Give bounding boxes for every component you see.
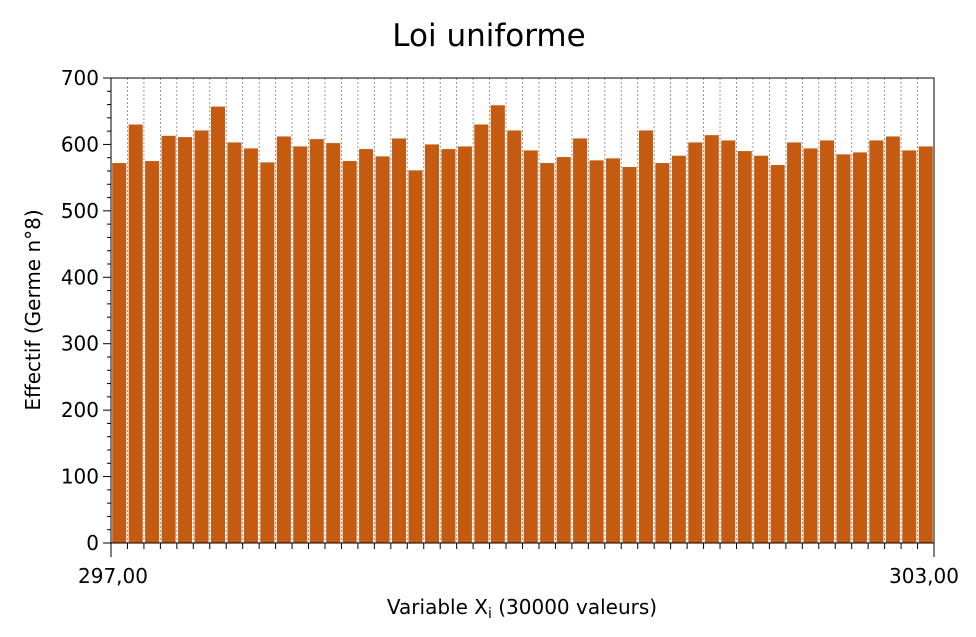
bar [836, 154, 851, 543]
y-tick-label: 500 [61, 199, 99, 223]
bar [523, 150, 538, 543]
bar [589, 160, 604, 543]
bar [392, 138, 407, 543]
bar [161, 135, 176, 544]
bar [260, 162, 275, 543]
bar [112, 163, 127, 543]
bar [885, 136, 900, 543]
bar [803, 148, 818, 543]
bar [178, 137, 193, 543]
x-axis-label-rest: (30000 valeurs) [492, 595, 657, 619]
bar [210, 106, 226, 544]
bar [243, 148, 258, 543]
bar [918, 146, 933, 543]
bar [688, 142, 703, 543]
bar [424, 144, 439, 543]
bar [474, 124, 489, 543]
bar [573, 138, 588, 543]
bar [671, 155, 686, 543]
bar [655, 163, 670, 543]
bar [606, 158, 621, 543]
grid-lines [127, 78, 918, 543]
bar [128, 124, 143, 543]
bars [112, 105, 933, 544]
bar [754, 155, 769, 543]
bar [375, 156, 390, 543]
x-tick-label-end: 303,00 [889, 564, 959, 588]
y-tick-label: 600 [61, 132, 99, 156]
bar [869, 140, 884, 543]
bar [638, 130, 653, 543]
y-tick-label: 700 [61, 66, 99, 90]
y-tick-label: 300 [61, 332, 99, 356]
bar [737, 151, 752, 544]
x-axis-label-subscript: i [488, 606, 492, 622]
bar [852, 152, 867, 543]
bar [540, 163, 555, 543]
bar [441, 149, 456, 544]
x-axis-label-main: Variable X [387, 595, 488, 619]
bar [408, 170, 423, 544]
bar [276, 136, 291, 543]
bar [326, 143, 341, 543]
bar [342, 161, 357, 544]
x-tick-label-start: 297,00 [78, 564, 148, 588]
bar [902, 150, 917, 543]
bar [770, 165, 785, 543]
chart-title: Loi uniforme [392, 18, 585, 54]
bar [194, 130, 209, 543]
plot-frame [110, 77, 935, 544]
y-axis: 0 100 200 300 400 500 600 700 [61, 66, 111, 555]
bar [309, 139, 324, 543]
bar [704, 135, 719, 543]
bar [556, 157, 571, 544]
y-tick-label: 400 [61, 265, 99, 289]
y-axis-label: Effectif (Germe n°8) [21, 209, 45, 410]
y-tick-label: 100 [61, 465, 99, 489]
y-tick-label: 0 [86, 531, 99, 555]
x-axis-label: Variable Xi (30000 valeurs) [387, 595, 657, 622]
bar [457, 146, 472, 543]
bar [721, 140, 736, 543]
bar [227, 142, 242, 543]
bar [293, 146, 308, 543]
bar [359, 149, 374, 544]
bar [819, 140, 835, 543]
bar [145, 161, 160, 544]
y-tick-label: 200 [61, 398, 99, 422]
bar [622, 167, 637, 543]
x-axis: 297,00 303,00 [78, 543, 959, 588]
bar [507, 130, 522, 543]
bar [490, 105, 505, 543]
bar [787, 142, 802, 543]
